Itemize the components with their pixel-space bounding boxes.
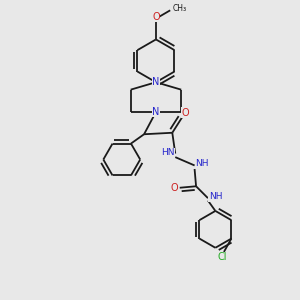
Text: O: O: [182, 108, 190, 118]
Text: N: N: [152, 77, 160, 87]
Text: NH: NH: [195, 159, 209, 168]
Text: HN: HN: [161, 148, 175, 158]
Text: N: N: [152, 107, 160, 117]
Text: Cl: Cl: [218, 252, 227, 262]
Text: CH₃: CH₃: [172, 4, 187, 13]
Text: O: O: [152, 12, 160, 22]
Text: O: O: [171, 183, 178, 193]
Text: NH: NH: [208, 193, 222, 202]
